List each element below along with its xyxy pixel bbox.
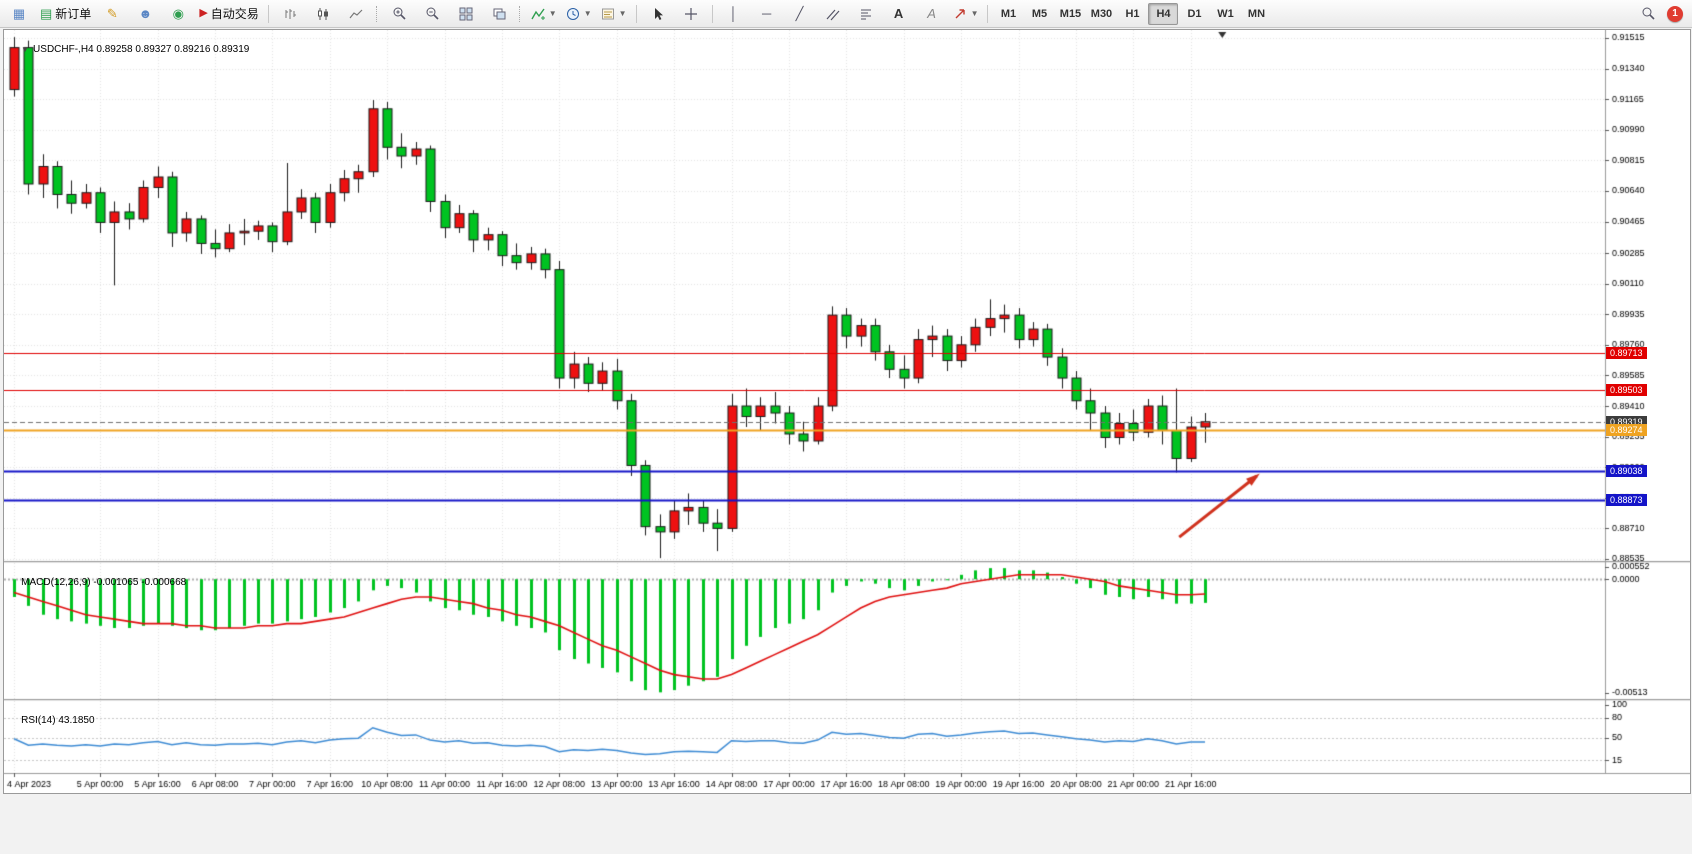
- cascade-windows-button[interactable]: [483, 2, 515, 26]
- dropdown-caret: ▼: [548, 9, 557, 18]
- price-tag[interactable]: 0.89503: [1606, 383, 1647, 396]
- toolbar-separator: [711, 4, 713, 23]
- indicators-button[interactable]: ▼: [527, 2, 561, 26]
- dropdown-caret: ▼: [583, 9, 592, 18]
- trendline-tool-button[interactable]: ╱: [784, 2, 816, 26]
- rsi-value: 43.1850: [58, 715, 95, 726]
- periods-button[interactable]: ▼: [562, 2, 596, 26]
- search-icon: [1642, 7, 1655, 20]
- new-order-button[interactable]: ▤ 新订单: [36, 2, 95, 26]
- tile-windows-button[interactable]: [450, 2, 482, 26]
- timeframe-m1-button[interactable]: M1: [1000, 7, 1017, 20]
- crosshair-icon: [684, 7, 697, 20]
- candlestick-icon: [317, 7, 328, 20]
- vertical-line-icon: │: [729, 6, 738, 21]
- template-icon: [601, 8, 614, 19]
- timeframe-h4-button[interactable]: H4: [1148, 2, 1179, 25]
- arrows-tool-button[interactable]: ▼: [949, 2, 983, 26]
- chart-ohlc-values: 0.89258 0.89327 0.89216 0.89319: [96, 44, 250, 55]
- autotrading-button[interactable]: ▶ 自动交易: [195, 2, 262, 26]
- crosshair-tool-button[interactable]: [675, 2, 707, 26]
- candlestick-mode-button[interactable]: [307, 2, 339, 26]
- channel-tool-button[interactable]: [817, 2, 849, 26]
- text-label-tool-button[interactable]: A: [916, 2, 948, 26]
- price-tag[interactable]: 0.88873: [1606, 493, 1647, 506]
- metaeditor-icon: ✎: [106, 6, 118, 21]
- tile-windows-icon: [459, 7, 473, 20]
- new-chart-icon: ▦: [12, 6, 26, 21]
- one-click-trading-toggle[interactable]: ▼: [21, 45, 30, 54]
- chart-window: ▼ USDCHF-,H4 0.89258 0.89327 0.89216 0.89…: [3, 29, 1691, 794]
- line-chart-icon: [349, 9, 363, 18]
- zoom-in-button[interactable]: [384, 2, 416, 26]
- templates-button[interactable]: ▼: [597, 2, 631, 26]
- arrow-object-icon: [955, 8, 965, 18]
- timeframe-m5-button[interactable]: M5: [1031, 7, 1048, 20]
- macd-values: -0.001065 -0.000668: [93, 577, 187, 588]
- new-chart-button[interactable]: ▦: [3, 2, 35, 26]
- autotrading-label: 自动交易: [210, 7, 259, 21]
- dropdown-caret: ▼: [618, 9, 627, 18]
- bar-chart-mode-button[interactable]: [274, 2, 306, 26]
- horizontal-line-tool-button[interactable]: ─: [751, 2, 783, 26]
- toolbar-drag-handle[interactable]: [518, 5, 523, 22]
- rsi-indicator-label: RSI(14) 43.1850: [21, 715, 95, 726]
- new-order-icon: ▤: [40, 6, 53, 21]
- history-center-icon: ◉: [172, 6, 184, 21]
- search-button[interactable]: [1632, 2, 1664, 26]
- zoom-in-icon: [393, 7, 406, 20]
- line-chart-mode-button[interactable]: [340, 2, 372, 26]
- timeframe-d1-button[interactable]: D1: [1187, 7, 1202, 20]
- text-tool-button[interactable]: A: [883, 2, 915, 26]
- cursor-tool-button[interactable]: [642, 2, 674, 26]
- vertical-line-tool-button[interactable]: │: [718, 2, 750, 26]
- bar-chart-icon: [285, 8, 296, 19]
- main-toolbar: ▦ ▤ 新订单 ✎ ☻ ◉ ▶ 自动交易 ▼ ▼ ▼: [0, 0, 1692, 28]
- metaeditor-button[interactable]: ✎: [96, 2, 128, 26]
- notification-badge[interactable]: 1: [1667, 5, 1683, 22]
- text-label-icon: A: [927, 6, 936, 21]
- toolbar-drag-handle[interactable]: [375, 5, 380, 22]
- timeframe-w1-button[interactable]: W1: [1217, 7, 1234, 20]
- dropdown-caret: ▼: [970, 9, 979, 18]
- timeframe-h1-button[interactable]: H1: [1125, 7, 1140, 20]
- autotrading-icon: ▶: [199, 7, 208, 19]
- community-button[interactable]: ☻: [129, 2, 161, 26]
- price-tag[interactable]: 0.89274: [1606, 423, 1647, 436]
- text-icon: A: [893, 6, 904, 21]
- toolbar-separator: [987, 4, 989, 23]
- history-center-button[interactable]: ◉: [162, 2, 194, 26]
- cursor-icon: [654, 7, 663, 20]
- zoom-out-button[interactable]: [417, 2, 449, 26]
- horizontal-line-icon: ─: [761, 6, 772, 21]
- community-icon: ☻: [138, 6, 153, 21]
- macd-indicator-label: MACD(12,26,9) -0.001065 -0.000668: [21, 577, 187, 588]
- timeframe-m15-button[interactable]: M15: [1059, 7, 1082, 20]
- new-order-label: 新订单: [55, 7, 92, 21]
- indicators-icon: [531, 8, 545, 20]
- clock-icon: [566, 7, 579, 20]
- price-chart-canvas[interactable]: [4, 30, 1690, 793]
- fibonacci-tool-button[interactable]: [850, 2, 882, 26]
- chart-title: ▼ USDCHF-,H4 0.89258 0.89327 0.89216 0.89…: [10, 33, 249, 66]
- timeframe-mn-button[interactable]: MN: [1247, 7, 1266, 20]
- toolbar-separator: [635, 4, 637, 23]
- price-tag[interactable]: 0.89713: [1606, 347, 1647, 360]
- trendline-icon: ╱: [795, 6, 804, 21]
- channel-icon: [826, 9, 840, 20]
- toolbar-separator: [267, 4, 269, 23]
- chart-symbol-period: USDCHF-,H4: [33, 44, 94, 55]
- fibonacci-icon: [860, 8, 871, 20]
- timeframe-m30-button[interactable]: M30: [1090, 7, 1113, 20]
- zoom-out-icon: [426, 7, 439, 20]
- cascade-windows-icon: [493, 8, 506, 19]
- price-tag[interactable]: 0.89038: [1606, 465, 1647, 478]
